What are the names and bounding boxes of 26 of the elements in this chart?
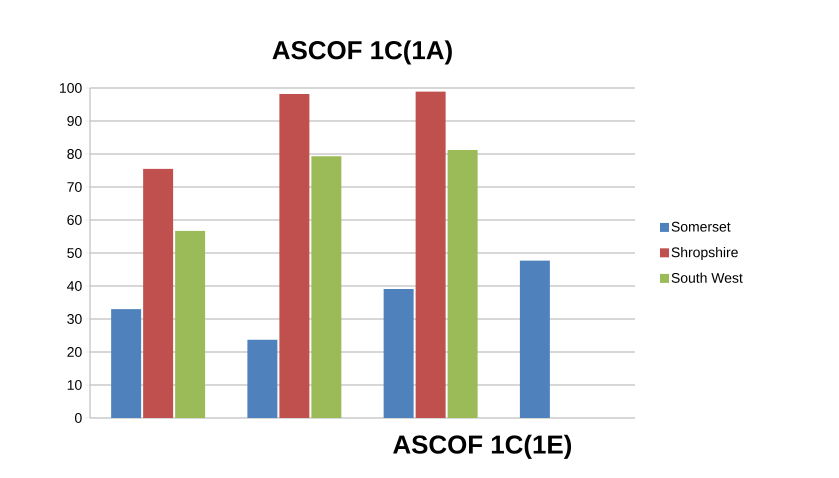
y-tick-label: 70 <box>67 182 82 192</box>
bar <box>448 150 478 418</box>
y-tick-label: 20 <box>67 347 82 357</box>
y-tick-label: 10 <box>68 380 82 390</box>
legend-label: Shropshire <box>672 247 738 260</box>
legend-label: Somerset <box>672 222 731 232</box>
bar <box>384 288 414 418</box>
y-tick-label: 30 <box>67 314 82 324</box>
bar <box>520 260 550 418</box>
bar <box>175 230 206 418</box>
y-tick-label: 90 <box>67 116 82 126</box>
bar <box>311 156 342 418</box>
y-tick-label: 100 <box>60 83 82 93</box>
legend-label: South West <box>672 272 743 283</box>
text: ASCOF 1C(1E) <box>393 434 572 459</box>
y-tick-label: 0 <box>75 413 82 423</box>
y-tick-label: 50 <box>67 248 82 258</box>
bar <box>143 168 174 418</box>
y-tick-label: 60 <box>67 215 82 225</box>
y-tick-label: 40 <box>67 281 82 291</box>
bar <box>111 309 142 418</box>
bar <box>416 92 446 418</box>
chart-title: ASCOF 1C(1A) <box>272 40 452 64</box>
bar <box>279 94 310 418</box>
y-tick-label: 80 <box>67 149 82 159</box>
bar <box>247 340 278 418</box>
